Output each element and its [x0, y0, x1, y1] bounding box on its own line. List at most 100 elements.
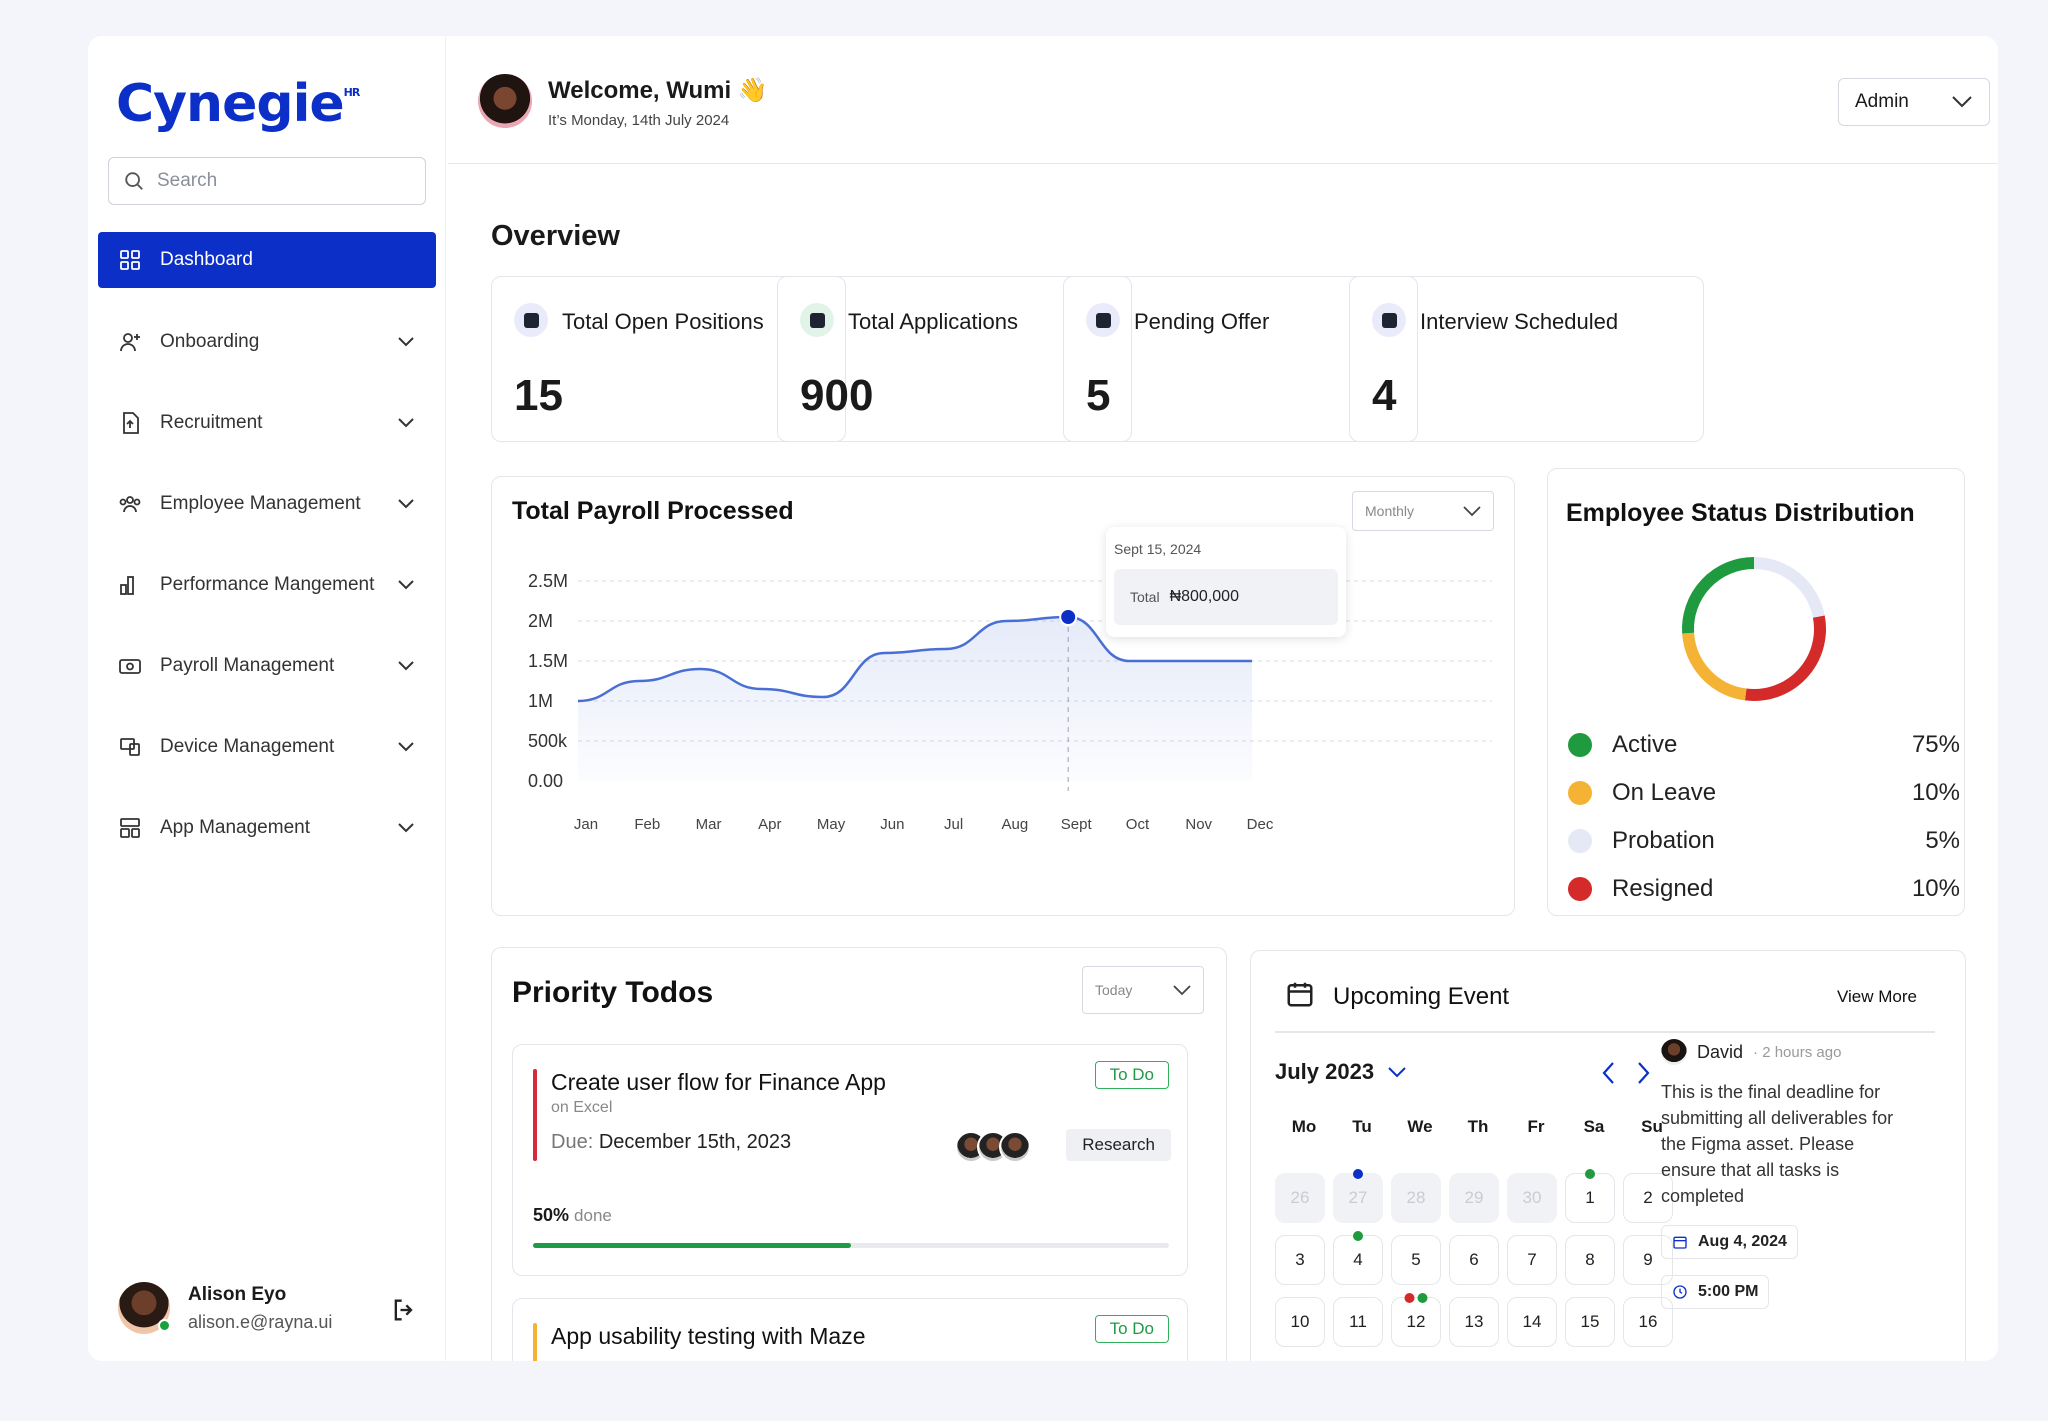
user-name: Alison Eyo [188, 1283, 287, 1305]
stat-value: 900 [800, 371, 874, 420]
event-dot [1353, 1169, 1363, 1179]
calendar-day[interactable]: 1 [1565, 1169, 1615, 1223]
calendar-day[interactable]: 3 [1275, 1235, 1325, 1285]
donut-slice [1753, 557, 1825, 618]
stat-card[interactable]: Pending Offer 5 [1063, 276, 1418, 442]
calendar-day[interactable]: 6 [1449, 1235, 1499, 1285]
weekday-label: We [1407, 1117, 1433, 1136]
legend-swatch [1568, 733, 1592, 757]
search-placeholder: Search [157, 170, 218, 191]
calendar-day[interactable]: 7 [1507, 1235, 1557, 1285]
calendar-day[interactable]: 30 [1507, 1173, 1557, 1223]
calendar-day[interactable]: 8 [1565, 1235, 1615, 1285]
event-dot [1585, 1169, 1595, 1179]
period-dropdown[interactable]: Monthly [1352, 491, 1494, 531]
progress-bar [533, 1243, 1169, 1248]
progress-label: 50% done [533, 1205, 612, 1225]
current-date: It’s Monday, 14th July 2024 [548, 112, 730, 129]
chevron-down-icon [398, 580, 414, 590]
x-tick-label: Apr [758, 816, 781, 833]
event-dot [1353, 1231, 1363, 1241]
avatar [999, 1131, 1031, 1163]
sidebar-item-label: Employee Management [160, 493, 361, 514]
calendar-day[interactable]: 16 [1623, 1297, 1673, 1347]
weekday-label: Su [1641, 1117, 1663, 1136]
avatar [1661, 1039, 1687, 1065]
sidebar-item-label: Device Management [160, 736, 335, 757]
legend-label: Resigned [1612, 875, 1714, 902]
calendar-day[interactable]: 29 [1449, 1173, 1499, 1223]
calendar-day[interactable]: 11 [1333, 1297, 1383, 1347]
search-input[interactable]: Search [108, 157, 426, 205]
weekday-label: Th [1467, 1117, 1489, 1136]
prev-month-icon[interactable] [1601, 1061, 1617, 1085]
stat-card[interactable]: Total Applications 900 [777, 276, 1132, 442]
weekday-label: Sa [1583, 1117, 1605, 1136]
chevron-down-icon [398, 661, 414, 671]
month-selector[interactable]: July 2023 [1275, 1059, 1406, 1085]
highlight-point [1059, 608, 1078, 626]
event-date-chip[interactable]: Aug 4, 2024 [1661, 1225, 1798, 1259]
tooltip-value: ₦800,000 [1169, 588, 1239, 605]
calendar-day[interactable]: 26 [1275, 1173, 1325, 1223]
legend-percent: 75% [1911, 731, 1960, 758]
todo-tag: Research [1066, 1129, 1171, 1161]
sidebar-nav: Dashboard Onboarding Recruitment Employee M… [98, 232, 436, 880]
calendar-day[interactable]: 15 [1565, 1297, 1615, 1347]
event-time-chip[interactable]: 5:00 PM [1661, 1275, 1770, 1309]
calendar-day[interactable]: 9 [1623, 1235, 1673, 1285]
sidebar-item-payroll-management[interactable]: Payroll Management [98, 637, 436, 695]
y-tick-label: 2.5M [528, 571, 568, 591]
y-tick-label: 1.5M [528, 651, 568, 671]
todos-filter-dropdown[interactable]: Today [1082, 966, 1204, 1014]
area-fill [578, 617, 1252, 781]
role-dropdown[interactable]: Admin [1838, 78, 1990, 126]
event-dots [1404, 1293, 1428, 1303]
chevron-down-icon [398, 742, 414, 752]
y-tick-label: 2M [528, 611, 553, 631]
event-dots [1353, 1169, 1363, 1179]
legend-percent: 10% [1911, 875, 1960, 902]
sidebar-item-dashboard[interactable]: Dashboard [98, 232, 436, 288]
stat-value: 4 [1372, 371, 1397, 420]
x-tick-label: Sept [1061, 816, 1093, 833]
calendar-day[interactable]: 4 [1333, 1231, 1383, 1285]
logout-icon[interactable] [390, 1296, 418, 1324]
weekday-label: Mo [1291, 1117, 1317, 1136]
money-icon [119, 659, 141, 674]
tooltip-value-box: Total ₦800,000 [1114, 569, 1338, 625]
calendar-day[interactable]: 2 [1623, 1173, 1673, 1223]
progress-fill [533, 1243, 851, 1248]
x-tick-label: Nov [1185, 816, 1212, 833]
sidebar-item-employee-management[interactable]: Employee Management [98, 475, 436, 533]
avatar[interactable] [478, 74, 532, 128]
calendar-day[interactable]: 5 [1391, 1235, 1441, 1285]
sidebar-item-performance-mangement[interactable]: Performance Mangement [98, 556, 436, 614]
x-tick-label: Feb [634, 816, 660, 833]
todos-title: Priority Todos [512, 976, 714, 1009]
sidebar-item-device-management[interactable]: Device Management [98, 718, 436, 776]
sidebar-item-label: Onboarding [160, 331, 260, 352]
clock-icon [1673, 1285, 1687, 1299]
online-status-dot [158, 1319, 171, 1332]
sidebar-item-app-management[interactable]: App Management [98, 799, 436, 857]
search-icon [125, 172, 143, 190]
brand-logo[interactable]: CynegieHR [116, 74, 360, 134]
view-more-link[interactable]: View More [1837, 987, 1917, 1006]
sidebar: CynegieHR Search Dashboard Onboarding Recr… [88, 36, 446, 1361]
calendar-day[interactable]: 14 [1507, 1297, 1557, 1347]
next-month-icon[interactable] [1635, 1061, 1651, 1085]
todo-due: Due: December 15th, 2023 [551, 1131, 792, 1153]
calendar-day[interactable]: 13 [1449, 1297, 1499, 1347]
todo-item[interactable]: App usability testing with Maze To Do [512, 1298, 1188, 1361]
stat-card[interactable]: Interview Scheduled 4 [1349, 276, 1704, 442]
sidebar-item-onboarding[interactable]: Onboarding [98, 313, 436, 371]
calendar-day[interactable]: 10 [1275, 1297, 1325, 1347]
calendar-day[interactable]: 12 [1391, 1293, 1441, 1347]
user-profile[interactable]: Alison Eyo alison.e@rayna.ui [118, 1282, 332, 1334]
sidebar-item-recruitment[interactable]: Recruitment [98, 394, 436, 452]
todo-item[interactable]: Create user flow for Finance App on Exce… [512, 1044, 1188, 1276]
stat-card[interactable]: Total Open Positions 15 [491, 276, 846, 442]
calendar-day[interactable]: 27 [1333, 1169, 1383, 1223]
calendar-day[interactable]: 28 [1391, 1173, 1441, 1223]
